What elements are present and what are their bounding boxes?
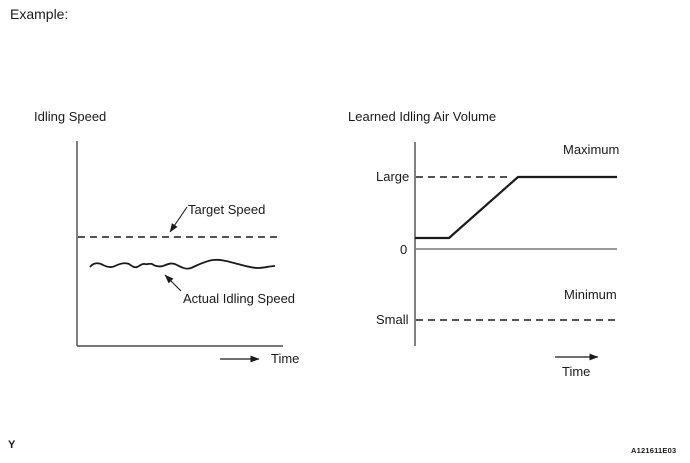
footer-mark: Y xyxy=(8,439,16,451)
right-chart-title: Learned Idling Air Volume xyxy=(348,109,497,124)
minimum-label: Minimum xyxy=(564,287,617,302)
learned-air-volume-chart xyxy=(414,142,617,361)
target-speed-arrow xyxy=(169,206,188,233)
right-time-label: Time xyxy=(562,364,591,379)
large-tick-label: Large xyxy=(376,169,410,184)
target-speed-label: Target Speed xyxy=(188,202,266,217)
example-label: Example: xyxy=(10,6,69,22)
actual-idling-speed-arrow xyxy=(164,274,182,292)
actual-idling-speed-line xyxy=(89,258,276,270)
zero-tick-label: 0 xyxy=(400,242,408,257)
actual-idling-speed-label: Actual Idling Speed xyxy=(183,291,296,306)
left-chart-title: Idling Speed xyxy=(34,109,107,124)
left-time-label: Time xyxy=(271,351,300,366)
idling-speed-chart xyxy=(76,141,283,363)
small-tick-label: Small xyxy=(376,312,409,327)
learned-value-line xyxy=(415,175,617,240)
maximum-label: Maximum xyxy=(563,142,620,157)
figure-code: A121611E03 xyxy=(631,446,677,455)
